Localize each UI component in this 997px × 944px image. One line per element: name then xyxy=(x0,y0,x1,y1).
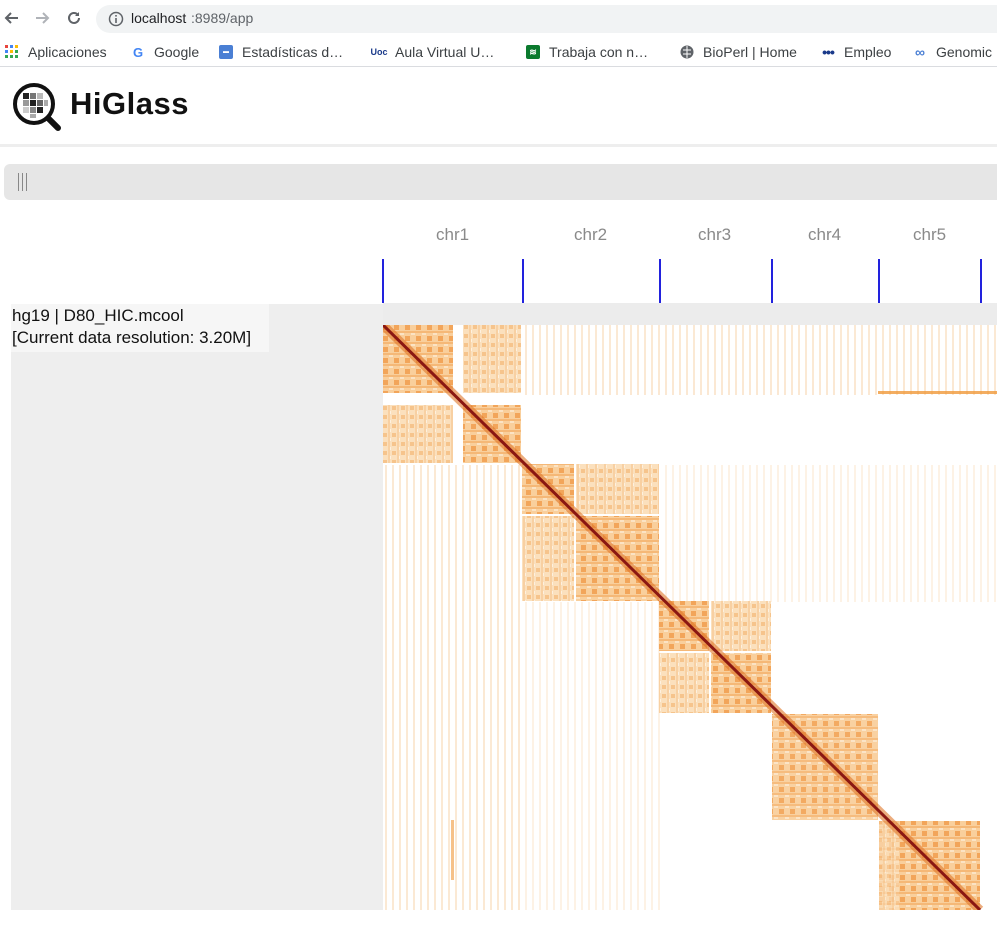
hic-heatmap[interactable] xyxy=(383,325,997,910)
chr-label-chr4: chr4 xyxy=(808,225,842,244)
bookmark-aula-virtual[interactable]: Uoc Aula Virtual U… xyxy=(370,43,495,61)
bookmark-label: Genomic xyxy=(936,44,993,60)
track-label-resolution: [Current data resolution: 3.20M] xyxy=(12,328,252,347)
top-track-background xyxy=(383,303,997,325)
info-icon[interactable] xyxy=(108,11,124,27)
wifi-icon: ≋ xyxy=(526,45,540,59)
forward-button[interactable] xyxy=(30,6,54,30)
chr-boundary-tick xyxy=(980,259,982,303)
app-header xyxy=(0,72,997,147)
bookmark-label: BioPerl | Home xyxy=(703,44,797,60)
bookmark-bioperl[interactable]: BioPerl | Home xyxy=(680,43,797,61)
address-bar[interactable] xyxy=(96,5,997,33)
heatmap-diagonal xyxy=(383,325,984,910)
track-label-box xyxy=(11,304,269,352)
chr-boundary-tick xyxy=(382,259,384,303)
bookmark-trabaja[interactable]: ≋ Trabaja con n… xyxy=(526,43,648,61)
chr-boundary-tick xyxy=(771,259,773,303)
arrow-left-icon xyxy=(4,12,18,24)
globe-icon xyxy=(680,45,694,59)
link-icon: ∞ xyxy=(915,44,925,60)
chr-boundary-tick xyxy=(659,259,661,303)
dots-icon: ••• xyxy=(822,44,835,60)
url-path: :8989/app xyxy=(191,10,254,26)
bookmark-label: Aplicaciones xyxy=(28,44,107,60)
bookmark-empleo[interactable]: ••• Empleo xyxy=(821,43,891,61)
apps-grid-icon xyxy=(5,45,19,59)
bookmark-label: Aula Virtual U… xyxy=(395,44,495,60)
chr-label-chr1: chr1 xyxy=(436,225,470,244)
google-icon: G xyxy=(132,44,144,60)
view-header[interactable] xyxy=(4,164,997,200)
streak xyxy=(878,391,997,394)
higlass-logo-icon xyxy=(13,83,61,131)
chr-label-chr3: chr3 xyxy=(698,225,732,244)
bookmark-label: Google xyxy=(154,44,200,60)
bookmark-label: Trabaja con n… xyxy=(549,44,649,60)
chr-label-chr2: chr2 xyxy=(574,225,608,244)
chr-boundary-tick xyxy=(522,259,524,303)
chr-boundary-tick xyxy=(878,259,880,303)
back-button[interactable] xyxy=(0,6,24,30)
url-host: localhost xyxy=(131,10,187,26)
streak xyxy=(451,820,454,880)
arrow-right-icon xyxy=(36,12,50,24)
bookmark-genomic[interactable]: ∞ Genomic xyxy=(913,43,992,61)
reload-icon xyxy=(68,11,80,24)
bookmark-aplicaciones[interactable]: Aplicaciones xyxy=(5,43,107,61)
bookmark-label: Empleo xyxy=(844,44,892,60)
bookmark-google[interactable]: G Google xyxy=(131,43,199,61)
stats-icon: ▬ xyxy=(219,45,233,59)
track-label-dataset: hg19 | D80_HIC.mcool xyxy=(12,306,184,325)
bookmarks-bar xyxy=(0,38,997,67)
drag-handle-icon[interactable] xyxy=(17,173,29,191)
app-title: HiGlass xyxy=(70,86,189,121)
uoc-icon: Uoc xyxy=(370,47,388,57)
bookmark-label: Estadísticas d… xyxy=(242,44,344,60)
chr-label-chr5: chr5 xyxy=(913,225,947,244)
chr4-block xyxy=(772,714,878,820)
reload-button[interactable] xyxy=(62,6,86,30)
bookmark-estadisticas[interactable]: ▬ Estadísticas d… xyxy=(219,43,343,61)
left-track-panel xyxy=(11,304,383,910)
